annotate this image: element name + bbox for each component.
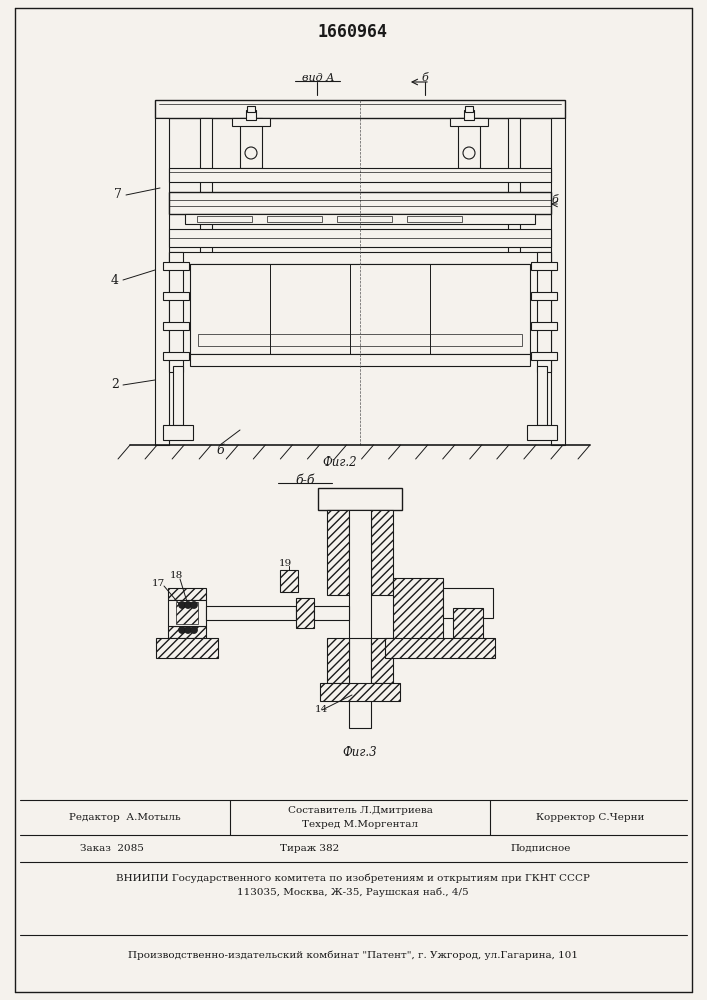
Bar bbox=[508, 118, 520, 288]
Bar bbox=[163, 292, 189, 300]
Bar bbox=[155, 118, 169, 445]
Bar bbox=[465, 106, 473, 112]
Bar bbox=[190, 264, 530, 354]
Bar bbox=[163, 425, 193, 440]
Bar bbox=[169, 192, 551, 214]
Bar bbox=[185, 214, 535, 224]
Bar bbox=[169, 252, 183, 372]
Bar bbox=[531, 322, 557, 330]
Bar bbox=[349, 510, 371, 640]
Bar bbox=[464, 110, 474, 120]
Bar bbox=[318, 488, 402, 510]
Bar bbox=[537, 252, 551, 372]
Bar bbox=[371, 510, 393, 595]
Bar bbox=[337, 216, 392, 222]
Bar bbox=[156, 638, 218, 658]
Bar bbox=[371, 638, 393, 683]
Text: 113035, Москва, Ж-35, Раушская наб., 4/5: 113035, Москва, Ж-35, Раушская наб., 4/5 bbox=[237, 887, 469, 897]
Bar bbox=[169, 229, 551, 247]
Bar bbox=[393, 578, 443, 648]
Circle shape bbox=[178, 601, 185, 608]
Bar bbox=[163, 352, 189, 360]
Circle shape bbox=[178, 626, 185, 634]
Text: б: б bbox=[551, 195, 559, 205]
Bar bbox=[327, 638, 349, 683]
Text: Составитель Л.Дмитриева: Составитель Л.Дмитриева bbox=[288, 806, 433, 815]
Circle shape bbox=[185, 601, 192, 608]
Bar bbox=[443, 588, 493, 618]
Text: 7: 7 bbox=[114, 188, 122, 202]
Text: 2: 2 bbox=[111, 378, 119, 391]
Bar bbox=[267, 216, 322, 222]
Bar bbox=[349, 638, 371, 728]
Bar bbox=[531, 292, 557, 300]
Bar bbox=[163, 322, 189, 330]
Text: Тираж 382: Тираж 382 bbox=[280, 844, 339, 853]
Bar bbox=[280, 570, 298, 592]
Text: ВНИИПИ Государственного комитета по изобретениям и открытиям при ГКНТ СССР: ВНИИПИ Государственного комитета по изоб… bbox=[116, 873, 590, 883]
Bar bbox=[240, 118, 262, 168]
Bar bbox=[155, 100, 565, 118]
Bar bbox=[200, 118, 212, 288]
Bar bbox=[168, 588, 206, 600]
Bar bbox=[232, 118, 270, 126]
Bar bbox=[169, 168, 551, 182]
Bar bbox=[176, 602, 198, 624]
Circle shape bbox=[190, 626, 197, 634]
Text: Фиг.2: Фиг.2 bbox=[322, 456, 357, 468]
Text: Фиг.3: Фиг.3 bbox=[343, 746, 378, 760]
Bar bbox=[407, 216, 462, 222]
Text: б: б bbox=[421, 73, 428, 83]
Bar bbox=[537, 366, 547, 425]
Circle shape bbox=[190, 601, 197, 608]
Text: 19: 19 bbox=[279, 558, 291, 568]
Text: б-б: б-б bbox=[296, 474, 315, 487]
Bar bbox=[458, 118, 480, 168]
Bar bbox=[531, 352, 557, 360]
Bar bbox=[527, 425, 557, 440]
Bar bbox=[551, 118, 565, 445]
Bar bbox=[320, 683, 400, 701]
Bar bbox=[163, 262, 189, 270]
Bar bbox=[385, 638, 495, 658]
Bar bbox=[206, 606, 296, 620]
Circle shape bbox=[185, 626, 192, 634]
Text: Корректор С.Черни: Корректор С.Черни bbox=[536, 813, 644, 822]
Text: 4: 4 bbox=[111, 273, 119, 286]
Bar bbox=[173, 366, 183, 425]
Text: Производственно-издательский комбинат "Патент", г. Ужгород, ул.Гагарина, 101: Производственно-издательский комбинат "П… bbox=[128, 950, 578, 960]
Bar bbox=[327, 510, 349, 595]
Bar bbox=[296, 598, 314, 628]
Text: 14: 14 bbox=[315, 706, 328, 714]
Bar bbox=[197, 216, 252, 222]
Bar bbox=[198, 334, 522, 346]
Bar bbox=[168, 626, 206, 638]
Bar bbox=[169, 252, 551, 264]
Text: б: б bbox=[216, 444, 224, 456]
Text: Подписное: Подписное bbox=[510, 844, 571, 853]
Bar bbox=[531, 262, 557, 270]
Text: вид А: вид А bbox=[302, 73, 334, 83]
Bar bbox=[450, 118, 488, 126]
Bar bbox=[168, 600, 206, 626]
Bar bbox=[247, 106, 255, 112]
Text: 18: 18 bbox=[170, 572, 182, 580]
Text: 17: 17 bbox=[151, 578, 165, 587]
Text: 1660964: 1660964 bbox=[318, 23, 388, 41]
Text: Редактор  А.Мотыль: Редактор А.Мотыль bbox=[69, 813, 181, 822]
Bar bbox=[453, 608, 483, 638]
Bar bbox=[190, 354, 530, 366]
Bar bbox=[314, 606, 349, 620]
Text: Техред М.Моргентал: Техред М.Моргентал bbox=[302, 820, 418, 829]
Bar bbox=[246, 110, 256, 120]
Text: Заказ  2085: Заказ 2085 bbox=[80, 844, 144, 853]
